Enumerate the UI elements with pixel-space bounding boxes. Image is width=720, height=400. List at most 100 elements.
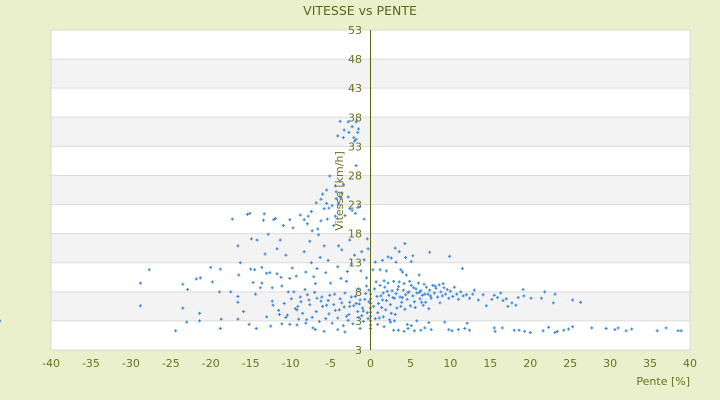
data-point <box>420 300 424 304</box>
data-point <box>365 311 369 315</box>
data-point <box>388 320 392 324</box>
data-point <box>341 324 345 328</box>
data-point <box>361 309 365 313</box>
data-point <box>357 287 361 291</box>
data-point <box>354 120 358 124</box>
data-point <box>337 244 341 248</box>
data-point <box>427 321 431 325</box>
data-point <box>367 300 371 304</box>
data-point <box>551 301 555 305</box>
data-point <box>377 316 381 320</box>
x-tick-label: -10 <box>282 357 300 370</box>
data-point <box>354 137 358 141</box>
data-point <box>367 288 371 292</box>
data-point <box>315 296 319 300</box>
data-point <box>396 287 400 291</box>
data-point <box>288 276 292 280</box>
data-point <box>374 280 378 284</box>
data-point <box>299 300 303 304</box>
data-point <box>357 127 361 131</box>
data-point <box>302 218 306 222</box>
data-point <box>388 318 392 322</box>
data-point <box>403 242 407 246</box>
x-tick-label: 20 <box>523 357 537 370</box>
data-point <box>265 315 269 319</box>
data-point <box>349 295 353 299</box>
x-tick-label: -25 <box>162 357 180 370</box>
data-point <box>0 319 2 323</box>
data-point <box>325 303 329 307</box>
data-point <box>412 329 416 333</box>
data-point <box>417 290 421 294</box>
data-point <box>408 304 412 308</box>
data-point <box>406 290 410 294</box>
data-point <box>218 326 222 330</box>
data-point <box>309 210 313 214</box>
data-point <box>664 326 668 330</box>
x-tick-label: 10 <box>443 357 457 370</box>
data-point <box>504 297 508 301</box>
data-point <box>348 300 352 304</box>
data-point <box>415 291 419 295</box>
y-tick-label: 38 <box>348 111 362 124</box>
data-point <box>415 319 419 323</box>
data-point <box>325 217 329 221</box>
data-point <box>376 301 380 305</box>
data-point <box>553 331 557 335</box>
chart-title: VITESSE vs PENTE <box>303 3 417 18</box>
data-point <box>263 252 267 256</box>
data-point <box>496 296 500 300</box>
data-point <box>362 217 366 221</box>
data-point <box>390 289 394 293</box>
data-point <box>198 319 202 323</box>
data-point <box>463 326 467 330</box>
data-point <box>392 328 396 332</box>
data-point <box>338 297 342 301</box>
x-tick-label: -40 <box>42 357 60 370</box>
data-point <box>336 134 340 138</box>
data-point <box>302 250 306 254</box>
data-point <box>319 299 323 303</box>
data-point <box>272 218 276 222</box>
data-point <box>138 304 142 308</box>
data-point <box>358 326 362 330</box>
x-tick-label: -5 <box>325 357 336 370</box>
data-point <box>317 319 321 323</box>
data-point <box>516 296 520 300</box>
x-tick-label: 15 <box>483 357 497 370</box>
data-point <box>280 322 284 326</box>
data-point <box>230 217 234 221</box>
data-point <box>314 201 318 205</box>
data-point <box>297 317 301 321</box>
data-point <box>309 261 313 265</box>
data-point <box>528 331 532 335</box>
data-point <box>437 283 441 287</box>
data-point <box>375 294 379 298</box>
data-point <box>336 316 340 320</box>
data-point <box>365 276 369 280</box>
data-point <box>365 284 369 288</box>
data-point <box>339 276 343 280</box>
data-point <box>285 313 289 317</box>
data-point <box>447 296 451 300</box>
data-point <box>350 208 354 212</box>
data-point <box>395 306 399 310</box>
data-point <box>384 299 388 303</box>
data-point <box>251 281 255 285</box>
data-point <box>405 322 409 326</box>
data-point <box>372 304 376 308</box>
data-point <box>341 182 345 186</box>
data-point <box>567 327 571 331</box>
data-point <box>357 205 361 209</box>
data-point <box>417 273 421 277</box>
data-point <box>253 268 257 272</box>
data-point <box>262 212 266 216</box>
data-point <box>353 294 357 298</box>
y-tick-label: 53 <box>348 24 362 37</box>
data-point <box>282 301 286 305</box>
data-point <box>332 223 336 227</box>
data-point <box>328 293 332 297</box>
data-point <box>418 297 422 301</box>
data-point <box>555 329 559 333</box>
data-point <box>447 328 451 332</box>
